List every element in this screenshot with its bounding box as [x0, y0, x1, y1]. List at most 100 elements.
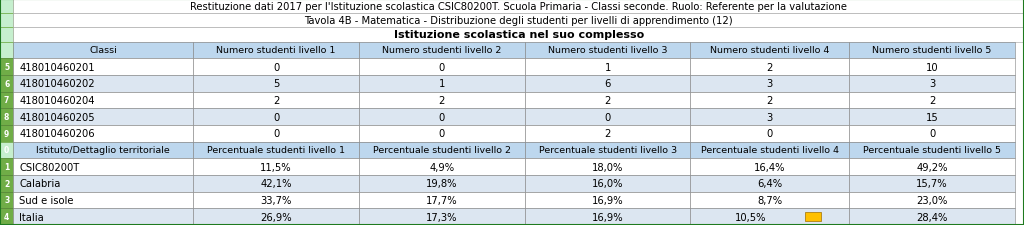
- Bar: [194, 159, 359, 175]
- Text: 4,9%: 4,9%: [429, 162, 455, 172]
- Text: 418010460205: 418010460205: [19, 112, 95, 122]
- Bar: [524, 159, 690, 175]
- Bar: [0, 92, 13, 109]
- Bar: [0, 59, 13, 76]
- Bar: [0, 28, 13, 42]
- Bar: [194, 42, 359, 59]
- Bar: [0, 159, 13, 175]
- Text: Restituzione dati 2017 per l'Istituzione scolastica CSIC80200T. Scuola Primaria : Restituzione dati 2017 per l'Istituzione…: [190, 2, 847, 12]
- Bar: [805, 213, 820, 221]
- Bar: [194, 125, 359, 142]
- Bar: [194, 92, 359, 109]
- Text: Percentuale studenti livello 2: Percentuale studenti livello 2: [373, 146, 511, 155]
- Bar: [690, 125, 849, 142]
- Bar: [194, 192, 359, 208]
- Text: Sud e isole: Sud e isole: [19, 195, 74, 205]
- Text: 3: 3: [767, 112, 773, 122]
- Bar: [849, 159, 1015, 175]
- Bar: [359, 76, 524, 92]
- Bar: [359, 159, 524, 175]
- Bar: [13, 59, 194, 76]
- Text: 7: 7: [4, 96, 9, 105]
- Text: Percentuale studenti livello 5: Percentuale studenti livello 5: [863, 146, 1001, 155]
- Bar: [690, 192, 849, 208]
- Bar: [524, 59, 690, 76]
- Bar: [849, 92, 1015, 109]
- Text: 6: 6: [4, 79, 9, 88]
- Text: 2: 2: [438, 95, 445, 106]
- Bar: [524, 125, 690, 142]
- Bar: [0, 14, 13, 28]
- Bar: [690, 76, 849, 92]
- Text: Numero studenti livello 4: Numero studenti livello 4: [710, 46, 829, 55]
- Text: 26,9%: 26,9%: [260, 212, 292, 222]
- Text: 0: 0: [4, 146, 9, 155]
- Text: 2: 2: [604, 129, 610, 139]
- Text: 23,0%: 23,0%: [916, 195, 948, 205]
- Text: 10,5%: 10,5%: [735, 212, 767, 222]
- Bar: [849, 59, 1015, 76]
- Text: 1: 1: [604, 62, 610, 72]
- Text: Numero studenti livello 2: Numero studenti livello 2: [382, 46, 502, 55]
- Bar: [359, 59, 524, 76]
- Bar: [13, 76, 194, 92]
- Text: 2: 2: [4, 179, 9, 188]
- Text: Italia: Italia: [19, 212, 44, 222]
- Text: 418010460204: 418010460204: [19, 95, 95, 106]
- Bar: [690, 59, 849, 76]
- Bar: [13, 142, 194, 159]
- Text: 18,0%: 18,0%: [592, 162, 624, 172]
- Bar: [524, 192, 690, 208]
- Text: 9: 9: [4, 129, 9, 138]
- Bar: [359, 125, 524, 142]
- Text: 2: 2: [767, 95, 773, 106]
- Text: 0: 0: [929, 129, 935, 139]
- Bar: [13, 28, 1024, 42]
- Bar: [0, 125, 13, 142]
- Text: 1: 1: [438, 79, 445, 89]
- Bar: [524, 208, 690, 225]
- Bar: [524, 76, 690, 92]
- Bar: [359, 142, 524, 159]
- Text: Istituzione scolastica nel suo complesso: Istituzione scolastica nel suo complesso: [393, 30, 644, 40]
- Bar: [359, 92, 524, 109]
- Text: 0: 0: [604, 112, 610, 122]
- Bar: [0, 0, 13, 14]
- Text: Tavola 4B - Matematica - Distribuzione degli studenti per livelli di apprendimen: Tavola 4B - Matematica - Distribuzione d…: [304, 16, 733, 26]
- Text: Calabria: Calabria: [19, 178, 60, 189]
- Text: 33,7%: 33,7%: [260, 195, 292, 205]
- Text: 19,8%: 19,8%: [426, 178, 458, 189]
- Text: Istituto/Dettaglio territoriale: Istituto/Dettaglio territoriale: [37, 146, 170, 155]
- Text: 42,1%: 42,1%: [260, 178, 292, 189]
- Bar: [0, 208, 13, 225]
- Text: 3: 3: [767, 79, 773, 89]
- Bar: [524, 42, 690, 59]
- Text: Percentuale studenti livello 1: Percentuale studenti livello 1: [207, 146, 345, 155]
- Bar: [359, 42, 524, 59]
- Text: 10: 10: [926, 62, 938, 72]
- Bar: [13, 159, 194, 175]
- Bar: [194, 175, 359, 192]
- Bar: [13, 109, 194, 125]
- Bar: [359, 109, 524, 125]
- Text: 16,0%: 16,0%: [592, 178, 624, 189]
- Bar: [359, 175, 524, 192]
- Text: 1: 1: [4, 162, 9, 171]
- Text: 2: 2: [929, 95, 935, 106]
- Bar: [524, 92, 690, 109]
- Text: 0: 0: [273, 112, 280, 122]
- Bar: [690, 208, 849, 225]
- Bar: [13, 42, 194, 59]
- Text: 15,7%: 15,7%: [916, 178, 948, 189]
- Bar: [690, 92, 849, 109]
- Text: 0: 0: [767, 129, 773, 139]
- Text: Percentuale studenti livello 3: Percentuale studenti livello 3: [539, 146, 677, 155]
- Text: 0: 0: [438, 112, 445, 122]
- Text: 6,4%: 6,4%: [758, 178, 782, 189]
- Text: 6: 6: [604, 79, 610, 89]
- Text: 0: 0: [438, 129, 445, 139]
- Text: 418010460202: 418010460202: [19, 79, 95, 89]
- Bar: [690, 159, 849, 175]
- Text: Classi: Classi: [89, 46, 117, 55]
- Bar: [849, 42, 1015, 59]
